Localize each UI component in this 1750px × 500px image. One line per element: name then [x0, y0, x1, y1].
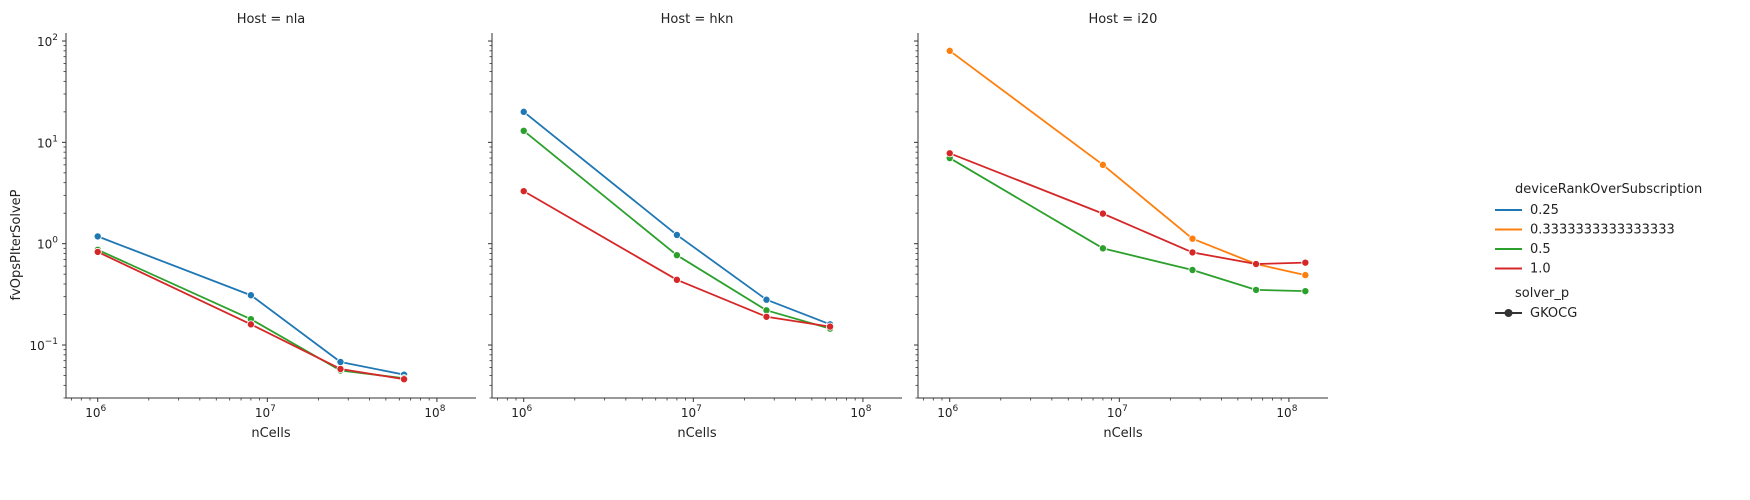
- panel-host-hkn: Host = hkn 106 107 108 nCells: [488, 12, 902, 441]
- series-1-0: [519, 187, 835, 331]
- legend-marker: [1504, 309, 1513, 317]
- legend: deviceRankOverSubscription 0.25 0.3333333…: [1495, 182, 1702, 321]
- series-line: [949, 50, 1306, 276]
- x-tick-label: 106: [85, 404, 106, 420]
- legend-entry-1-0: 1.0: [1495, 262, 1551, 277]
- data-point: [246, 320, 255, 329]
- x-axis-label: nCells: [677, 426, 717, 441]
- data-point: [945, 46, 954, 55]
- y-tick-label: 102: [37, 33, 58, 49]
- data-point: [945, 149, 954, 158]
- x-tick-label: 107: [1107, 404, 1128, 420]
- x-tick-label: 106: [937, 404, 958, 420]
- data-point: [246, 291, 255, 300]
- legend-style-title: solver_p: [1515, 286, 1569, 301]
- legend-entry-0-5: 0.5: [1495, 242, 1551, 257]
- legend-style-entries: GKOCG: [1495, 306, 1577, 321]
- legend-label: GKOCG: [1530, 306, 1577, 321]
- series-line: [97, 235, 405, 376]
- data-point: [672, 230, 681, 239]
- series-1-0: [945, 149, 1310, 269]
- x-axis-label: nCells: [251, 426, 291, 441]
- data-point: [672, 251, 681, 260]
- panel-host-i20: Host = i20 106 107 108 nCells: [914, 12, 1328, 441]
- data-point: [519, 126, 528, 135]
- series-1-0: [93, 247, 409, 384]
- x-tick-label: 108: [424, 404, 445, 420]
- legend-label: 1.0: [1530, 262, 1551, 277]
- data-point: [1301, 258, 1310, 267]
- data-point: [336, 357, 345, 366]
- panel-title: Host = i20: [1089, 12, 1158, 27]
- series-line: [523, 111, 831, 326]
- legend-hue-entries: 0.25 0.3333333333333333 0.5 1.0: [1495, 203, 1675, 277]
- data-point: [1098, 209, 1107, 218]
- y-axis-label: fvOpsPIterSolveP: [9, 189, 24, 300]
- data-point: [826, 322, 835, 331]
- series-line: [523, 130, 831, 330]
- data-point: [1252, 260, 1261, 269]
- series-line: [97, 251, 405, 381]
- legend-label: 0.5: [1530, 242, 1551, 257]
- data-point: [400, 375, 409, 384]
- legend-entry-0-3333333333333333: 0.3333333333333333: [1495, 223, 1675, 238]
- x-axis-label: nCells: [1103, 426, 1143, 441]
- legend-entry-0-25: 0.25: [1495, 203, 1559, 218]
- data-point: [1188, 265, 1197, 274]
- series-0-25: [93, 232, 409, 379]
- legend-label: 0.25: [1530, 203, 1559, 218]
- panel-host-nla: Host = nla 10−1 100 101 102 106 107 108 nCells: [29, 12, 476, 441]
- data-point: [1098, 160, 1107, 169]
- panel-title: Host = nla: [237, 12, 306, 27]
- legend-entry-gkocg: GKOCG: [1495, 306, 1577, 321]
- data-point: [93, 232, 102, 241]
- series-line: [97, 248, 405, 380]
- data-point: [93, 247, 102, 256]
- data-point: [762, 295, 771, 304]
- y-tick-label: 10−1: [29, 337, 58, 353]
- data-point: [519, 107, 528, 116]
- data-point: [519, 187, 528, 196]
- x-tick-label: 107: [681, 404, 702, 420]
- series-line: [523, 190, 831, 328]
- panel-title: Host = hkn: [661, 12, 734, 27]
- data-point: [336, 364, 345, 373]
- data-point: [762, 312, 771, 321]
- data-point: [1098, 244, 1107, 253]
- data-point: [1301, 287, 1310, 296]
- series-0-5: [93, 245, 409, 383]
- x-tick-label: 108: [850, 404, 871, 420]
- series-0-5: [519, 126, 835, 333]
- data-point: [1301, 271, 1310, 280]
- data-point: [1188, 248, 1197, 257]
- legend-label: 0.3333333333333333: [1530, 223, 1675, 238]
- x-tick-label: 107: [255, 404, 276, 420]
- x-tick-label: 108: [1276, 404, 1297, 420]
- data-point: [1188, 234, 1197, 243]
- series-0-3333333333333333: [945, 46, 1310, 280]
- series-line: [949, 152, 1306, 265]
- y-tick-label: 100: [37, 236, 58, 252]
- legend-hue-title: deviceRankOverSubscription: [1515, 182, 1702, 197]
- data-point: [1252, 285, 1261, 294]
- y-tick-label: 101: [37, 134, 58, 150]
- data-point: [672, 275, 681, 284]
- x-tick-label: 106: [511, 404, 532, 420]
- series-0-25: [519, 107, 835, 329]
